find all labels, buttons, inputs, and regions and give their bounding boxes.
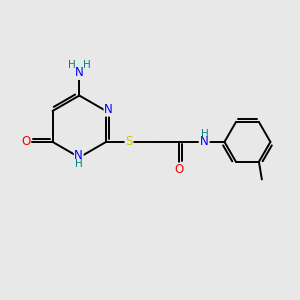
Text: O: O — [21, 135, 31, 148]
Text: H: H — [68, 60, 76, 70]
Text: O: O — [175, 163, 184, 176]
Text: N: N — [104, 103, 113, 116]
Text: S: S — [125, 135, 133, 148]
Text: N: N — [75, 66, 84, 80]
Text: H: H — [82, 60, 90, 70]
Text: N: N — [74, 148, 83, 161]
Text: N: N — [200, 135, 209, 148]
Text: H: H — [201, 129, 208, 139]
Text: H: H — [75, 159, 82, 170]
